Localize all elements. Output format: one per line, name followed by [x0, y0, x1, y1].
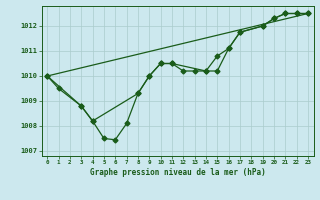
X-axis label: Graphe pression niveau de la mer (hPa): Graphe pression niveau de la mer (hPa) [90, 168, 266, 177]
